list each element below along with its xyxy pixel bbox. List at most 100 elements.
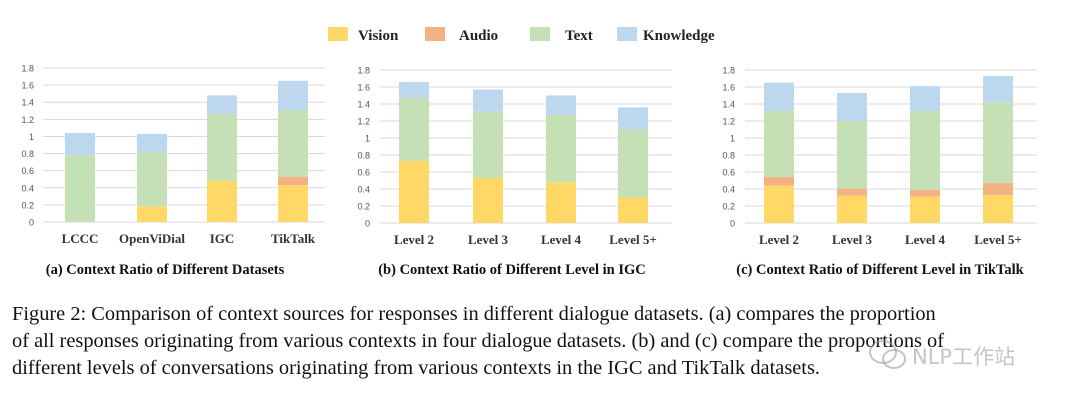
- bar-text-level-4: [546, 115, 576, 183]
- bar-vision-tiktalk: [278, 185, 308, 222]
- caption-line-2: of all responses originating from variou…: [12, 330, 945, 352]
- y-tick-label: 0: [29, 218, 34, 228]
- y-tick-label: 1: [365, 134, 370, 144]
- y-tick-label: 0.8: [357, 151, 370, 161]
- watermark: NLP工作站: [868, 335, 1046, 375]
- bar-text-lccc: [65, 155, 95, 222]
- bar-knowledge-openvidial: [137, 133, 167, 152]
- x-tick-label: Level 4: [541, 232, 582, 247]
- legend-label-audio: Audio: [459, 28, 498, 44]
- y-tick-label: 1.4: [21, 98, 34, 108]
- x-tick-label: TikTalk: [271, 231, 316, 246]
- y-tick-label: 1.8: [722, 66, 735, 76]
- x-tick-label: Level 3: [832, 232, 873, 247]
- bar-vision-level-5-: [618, 197, 648, 223]
- chart-title: (c) Context Ratio of Different Level in …: [736, 262, 1024, 278]
- bar-text-tiktalk: [278, 109, 308, 177]
- wechat-logo-icon: [869, 340, 906, 369]
- bar-text-level-5-: [618, 129, 648, 198]
- bar-knowledge-tiktalk: [278, 80, 308, 110]
- y-tick-label: 1.4: [722, 100, 735, 110]
- chart-c: 0 0.2 0.4 0.6 0.8 1 1.2 1.4 1.6 1.8 Level 2 Level 3…: [722, 66, 1037, 278]
- y-tick-label: 0.4: [357, 185, 370, 195]
- bar-vision-level-2: [399, 160, 429, 223]
- y-tick-label: 0.6: [21, 166, 34, 176]
- bar-vision-level-2: [764, 185, 794, 223]
- bar-vision-level-5-: [983, 194, 1013, 223]
- bar-text-level-3: [473, 111, 503, 178]
- x-tick-label: Level 3: [468, 232, 509, 247]
- bar-text-level-3: [837, 121, 867, 189]
- y-tick-label: 0.2: [21, 200, 34, 210]
- x-tick-label: Level 4: [905, 232, 946, 247]
- legend-swatch-knowledge: [617, 27, 637, 41]
- legend-swatch-vision: [328, 27, 348, 41]
- legend-label-knowledge: Knowledge: [643, 28, 715, 44]
- legend-label-vision: Vision: [358, 28, 399, 44]
- chart-a: 0 0.2 0.4 0.6 0.8 1 1.2 1.4 1.6 1.8 LCCC OpenViDial…: [21, 64, 325, 278]
- bar-audio-level-3: [837, 189, 867, 196]
- y-tick-label: 0.8: [21, 149, 34, 159]
- y-tick-label: 1.6: [357, 83, 370, 93]
- x-tick-label: LCCC: [62, 231, 99, 246]
- x-tick-label: Level 5+: [974, 232, 1021, 247]
- y-tick-label: 0.4: [722, 185, 735, 195]
- bar-text-level-2: [764, 110, 794, 178]
- bar-knowledge-level-4: [910, 86, 940, 111]
- bar-knowledge-level-5-: [618, 107, 648, 130]
- y-tick-label: 1.2: [357, 117, 370, 127]
- legend-swatch-audio: [425, 27, 445, 41]
- y-tick-label: 1.2: [722, 117, 735, 127]
- bar-text-level-5-: [983, 102, 1013, 184]
- bar-text-level-2: [399, 98, 429, 161]
- bar-audio-level-4: [910, 189, 940, 197]
- y-tick-label: 1.2: [21, 115, 34, 125]
- bar-vision-level-4: [546, 182, 576, 223]
- y-tick-label: 0: [730, 219, 735, 229]
- bar-text-openvidial: [137, 151, 167, 207]
- y-tick-label: 1: [730, 134, 735, 144]
- bar-knowledge-level-2: [399, 81, 429, 99]
- chart-title: (b) Context Ratio of Different Level in …: [378, 262, 646, 278]
- figure-caption: Figure 2: Comparison of context sources …: [12, 301, 1072, 382]
- caption-line-3: different levels of conversations origin…: [12, 357, 820, 379]
- bar-vision-level-4: [910, 196, 940, 223]
- bar-vision-igc: [207, 180, 237, 222]
- bar-knowledge-igc: [207, 95, 237, 115]
- chart-b: 0 0.2 0.4 0.6 0.8 1 1.2 1.4 1.6 1.8 Level 2 Level 3…: [357, 66, 672, 278]
- y-tick-label: 1: [29, 132, 34, 142]
- y-tick-label: 1.6: [722, 83, 735, 93]
- y-tick-label: 1.4: [357, 100, 370, 110]
- bar-vision-openvidial: [137, 206, 167, 222]
- bar-knowledge-level-2: [764, 82, 794, 111]
- x-tick-label: IGC: [210, 231, 235, 246]
- bar-text-igc: [207, 114, 237, 181]
- legend-label-text: Text: [565, 28, 593, 44]
- y-tick-label: 0.2: [357, 202, 370, 212]
- bar-vision-level-3: [837, 195, 867, 223]
- y-tick-label: 0.6: [722, 168, 735, 178]
- y-tick-label: 0.8: [722, 151, 735, 161]
- x-tick-label: OpenViDial: [119, 231, 185, 246]
- legend-swatch-text: [530, 27, 550, 41]
- bar-audio-level-2: [764, 177, 794, 186]
- legend: Vision Audio Text Knowledge: [328, 27, 715, 44]
- bar-knowledge-level-5-: [983, 75, 1013, 103]
- x-tick-label: Level 5+: [609, 232, 656, 247]
- bar-vision-level-3: [473, 177, 503, 223]
- caption-line-1: Figure 2: Comparison of context sources …: [12, 303, 936, 325]
- y-tick-label: 0.4: [21, 183, 34, 193]
- x-tick-label: Level 2: [394, 232, 434, 247]
- chart-title: (a) Context Ratio of Different Datasets: [46, 262, 285, 278]
- bar-knowledge-level-3: [473, 89, 503, 112]
- bar-text-level-4: [910, 110, 940, 190]
- bar-audio-tiktalk: [278, 176, 308, 186]
- y-tick-label: 1.8: [21, 64, 34, 74]
- bar-knowledge-level-4: [546, 95, 576, 116]
- y-tick-label: 0.6: [357, 168, 370, 178]
- y-tick-label: 1.8: [357, 66, 370, 76]
- bar-audio-level-5-: [983, 183, 1013, 195]
- x-tick-label: Level 2: [759, 232, 799, 247]
- watermark-text: NLP工作站: [912, 345, 1016, 369]
